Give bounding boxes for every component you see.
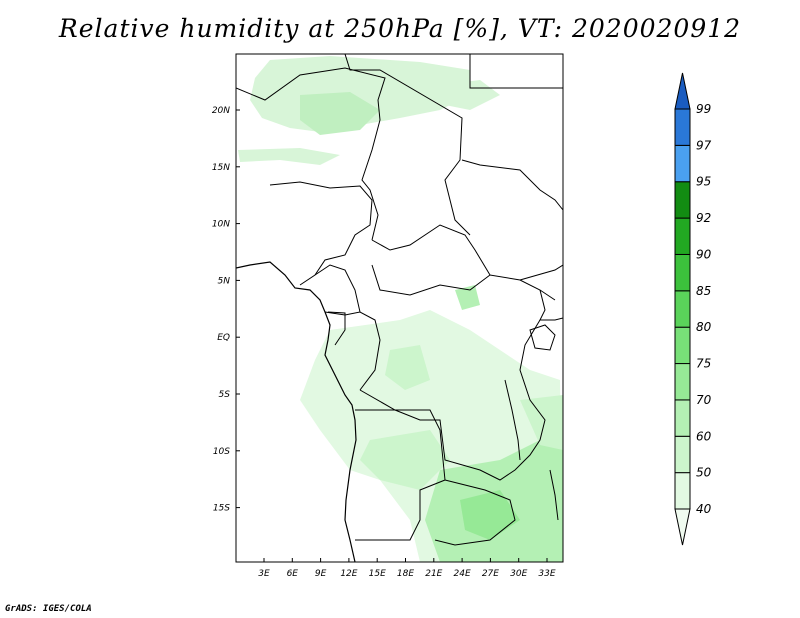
colorbar-box — [674, 326, 691, 365]
colorbar-label: 50 — [696, 466, 712, 480]
humidity-area — [385, 345, 430, 390]
lake-malawi — [549, 469, 559, 521]
colorbar-box — [674, 363, 691, 401]
humidity-area — [238, 148, 340, 165]
colorbar-label: 75 — [696, 357, 711, 371]
lat-tick-label: EQ — [217, 333, 230, 343]
lat-tick-label: 15S — [213, 504, 230, 514]
colorbar-box — [674, 253, 691, 292]
colorbar-label: 85 — [696, 284, 711, 298]
coastline-borders — [236, 54, 563, 562]
egypt-border — [469, 54, 563, 89]
colorbar-label: 60 — [696, 429, 712, 443]
humidity-area — [520, 395, 563, 450]
nigeria-border — [269, 181, 373, 286]
humidity-shading — [238, 56, 563, 562]
colorbar-box — [674, 108, 691, 146]
colorbar-box — [674, 435, 691, 474]
longitude-axis: 3E 6E 9E 12E 15E 18E 21E 24E 27E 30E 33E — [258, 558, 556, 579]
colorbar: 40 50 60 70 75 80 85 90 92 95 97 99 — [674, 72, 712, 546]
lon-tick-label: 27E — [482, 569, 499, 579]
colorbar-label: 80 — [696, 320, 712, 334]
cameroon-border — [314, 264, 361, 313]
lat-tick-label: 5S — [219, 390, 231, 400]
lake-tanganyika — [504, 379, 521, 461]
colorbar-label: 95 — [696, 175, 711, 189]
latitude-axis: 20N 15N 10N 5N EQ 5S 10S 15S — [212, 106, 240, 514]
lat-tick-label: 5N — [218, 276, 231, 286]
lake-victoria — [529, 324, 556, 351]
colorbar-box — [674, 472, 691, 510]
colorbar-label: 70 — [696, 393, 712, 407]
lon-tick-label: 6E — [287, 569, 299, 579]
humidity-area — [360, 430, 450, 490]
colorbar-label: 92 — [696, 211, 711, 225]
colorbar-box — [674, 290, 691, 328]
drc-border — [359, 319, 546, 481]
colorbar-label: 90 — [696, 247, 712, 261]
lat-tick-label: 10N — [212, 220, 230, 230]
east-africa-border — [519, 264, 563, 281]
map-frame — [235, 53, 564, 563]
lat-tick-label: 10S — [213, 447, 230, 457]
sahara-border — [236, 67, 386, 241]
humidity-area — [455, 285, 480, 310]
colorbar-max-triangle — [674, 72, 691, 110]
zambia-border — [434, 479, 516, 546]
lat-tick-label: 15N — [212, 163, 230, 173]
lat-tick-label: 20N — [212, 106, 230, 116]
colorbar-label: 40 — [696, 502, 712, 516]
lon-tick-label: 33E — [538, 569, 555, 579]
sudan-border — [461, 159, 563, 211]
west-africa-coastline — [236, 261, 357, 562]
lon-tick-label: 30E — [510, 569, 527, 579]
angola-border — [355, 409, 446, 541]
libya-border — [344, 54, 471, 236]
gabon-border — [327, 311, 346, 346]
map-title: Relative humidity at 250hPa [%], VT: 202… — [58, 14, 742, 43]
colorbar-box — [674, 181, 691, 219]
lon-tick-label: 24E — [454, 569, 471, 579]
lon-tick-label: 12E — [340, 569, 357, 579]
colorbar-box — [674, 217, 691, 255]
lon-tick-label: 9E — [315, 569, 327, 579]
car-border — [371, 264, 556, 301]
colorbar-label: 97 — [696, 138, 712, 152]
grads-credit: GrADS: IGES/COLA — [5, 604, 92, 614]
colorbar-box — [674, 144, 691, 183]
lon-tick-label: 21E — [425, 569, 442, 579]
chad-border — [371, 224, 491, 276]
humidity-area — [300, 92, 380, 135]
uganda-border — [539, 289, 563, 321]
colorbar-min-triangle — [674, 508, 691, 546]
lon-tick-label: 18E — [397, 569, 414, 579]
lon-tick-label: 15E — [369, 569, 386, 579]
lon-tick-label: 3E — [258, 569, 270, 579]
colorbar-box — [674, 399, 691, 437]
colorbar-label: 99 — [696, 102, 711, 116]
